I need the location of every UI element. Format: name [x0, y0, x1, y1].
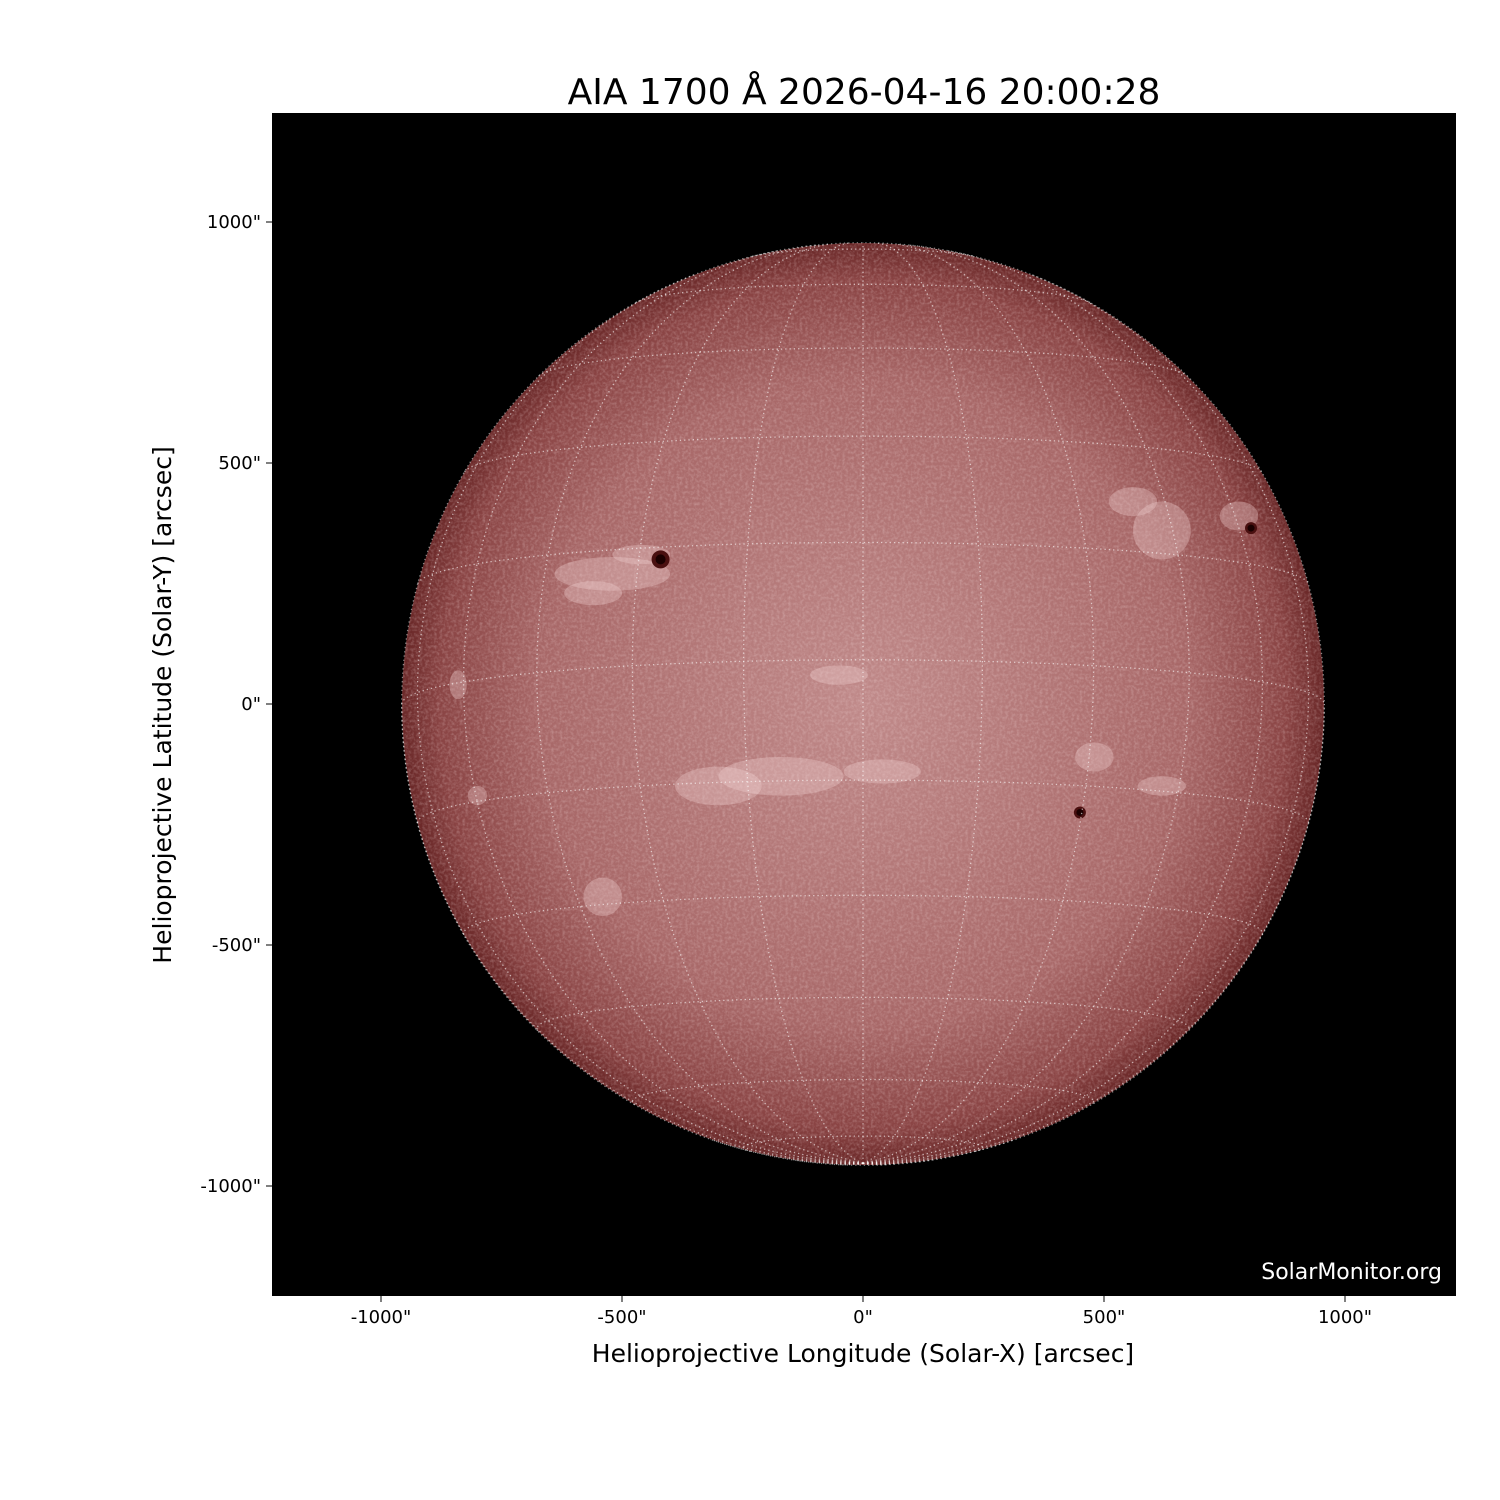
plage-region — [718, 757, 844, 796]
plage-region — [675, 766, 762, 806]
plage-region — [564, 581, 623, 606]
plage-region — [809, 665, 868, 685]
plage-region — [843, 759, 921, 784]
longitude-gridline — [631, 243, 864, 1164]
sunspot-umbra — [655, 554, 666, 565]
y-tick-label: 0" — [241, 694, 261, 715]
plage-region — [583, 877, 622, 917]
latitude-gridline — [752, 248, 974, 257]
y-axis-label: Helioprojective Latitude (Solar-Y) [arcs… — [148, 446, 177, 963]
chart-title: AIA 1700 Å 2026-04-16 20:00:28 — [568, 70, 1161, 113]
longitude-gridline — [862, 703, 1325, 1164]
x-axis-label: Helioprojective Longitude (Solar-X) [arc… — [592, 1339, 1134, 1368]
disk-texture — [402, 243, 1324, 1165]
sunspot-umbra — [1247, 524, 1255, 532]
longitude-gridline — [862, 1162, 872, 1166]
longitude-gridline — [862, 243, 1095, 1164]
sunspot-umbra — [1076, 808, 1084, 816]
x-tick-label: 1000" — [1318, 1307, 1372, 1328]
watermark: SolarMonitor.org — [1261, 1260, 1442, 1285]
longitude-gridline — [742, 242, 864, 1164]
latitude-gridline — [464, 435, 1262, 473]
plage-region — [467, 785, 488, 806]
plage-region — [1132, 501, 1191, 560]
plage-region — [1075, 742, 1114, 772]
plage-region — [1137, 776, 1186, 796]
plage-region — [449, 670, 467, 700]
limb-outline — [401, 242, 1325, 1166]
y-tick-label: 500" — [218, 453, 261, 474]
latitude-gridline — [631, 1078, 1095, 1106]
x-tick-label: 0" — [853, 1307, 873, 1328]
longitude-gridline — [862, 1159, 933, 1165]
latitude-gridline — [417, 541, 1309, 585]
plage-region — [554, 556, 671, 591]
longitude-gridline — [793, 1159, 864, 1165]
latitude-gridline — [536, 996, 1190, 1032]
longitude-gridline — [416, 273, 864, 1164]
x-tick-label: -500" — [597, 1307, 646, 1328]
y-tick-label: -500" — [212, 935, 261, 956]
longitude-gridline — [401, 703, 864, 1164]
longitude-gridline — [862, 242, 984, 1164]
x-tick-label: 500" — [1083, 1307, 1126, 1328]
latitude-gridline — [635, 283, 1091, 304]
latitude-gridline — [538, 347, 1188, 377]
plage-region — [1108, 487, 1158, 517]
longitude-gridline — [862, 273, 1310, 1164]
longitude-gridline — [854, 1162, 864, 1166]
y-tick-label: -1000" — [200, 1176, 261, 1197]
y-tick-label: 1000" — [207, 212, 261, 233]
x-tick-label: -1000" — [351, 1307, 412, 1328]
